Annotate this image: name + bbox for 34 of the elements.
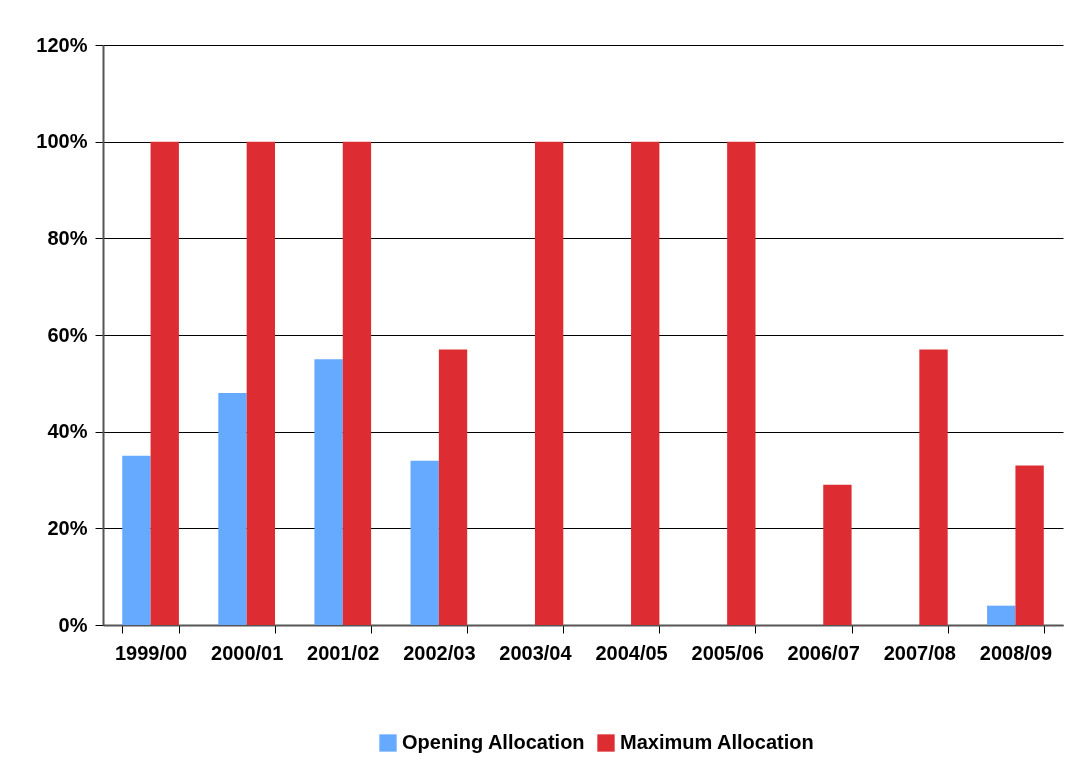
bar — [314, 359, 343, 625]
bar — [534, 141, 564, 625]
x-tick-label: 1999/00 — [114, 641, 188, 664]
x-tick-label: 2000/01 — [211, 641, 284, 664]
bar — [246, 141, 276, 625]
bar — [438, 349, 468, 625]
x-tick-label: 2007/08 — [883, 641, 956, 664]
bar — [218, 393, 247, 625]
y-tick-label: 40% — [47, 420, 88, 443]
y-tick-label: 60% — [47, 323, 88, 346]
x-tick-label: 2006/07 — [787, 641, 860, 664]
y-tick-label: 20% — [47, 516, 88, 539]
legend-label: Maximum Allocation — [620, 731, 814, 753]
x-tick-label: 2004/05 — [595, 641, 668, 664]
x-tick-label: 2003/04 — [499, 641, 573, 664]
x-tick-label: 2008/09 — [979, 641, 1053, 664]
bar — [1015, 465, 1044, 625]
bar — [342, 141, 372, 625]
bar — [919, 349, 948, 625]
y-tick-label: 0% — [58, 613, 88, 636]
y-tick-label: 120% — [36, 33, 88, 56]
bar — [150, 141, 179, 625]
x-tick-label: 2005/06 — [691, 641, 764, 664]
bar — [631, 141, 660, 625]
bar — [410, 460, 439, 625]
legend-label: Opening Allocation — [402, 731, 585, 753]
bar — [122, 455, 151, 625]
x-tick-label: 2001/02 — [307, 641, 380, 664]
x-tick-label: 2002/03 — [403, 641, 476, 664]
y-tick-label: 100% — [36, 130, 88, 153]
y-tick-label: 80% — [47, 226, 88, 249]
bar — [987, 605, 1016, 625]
bar — [727, 141, 756, 625]
bar — [823, 484, 852, 625]
